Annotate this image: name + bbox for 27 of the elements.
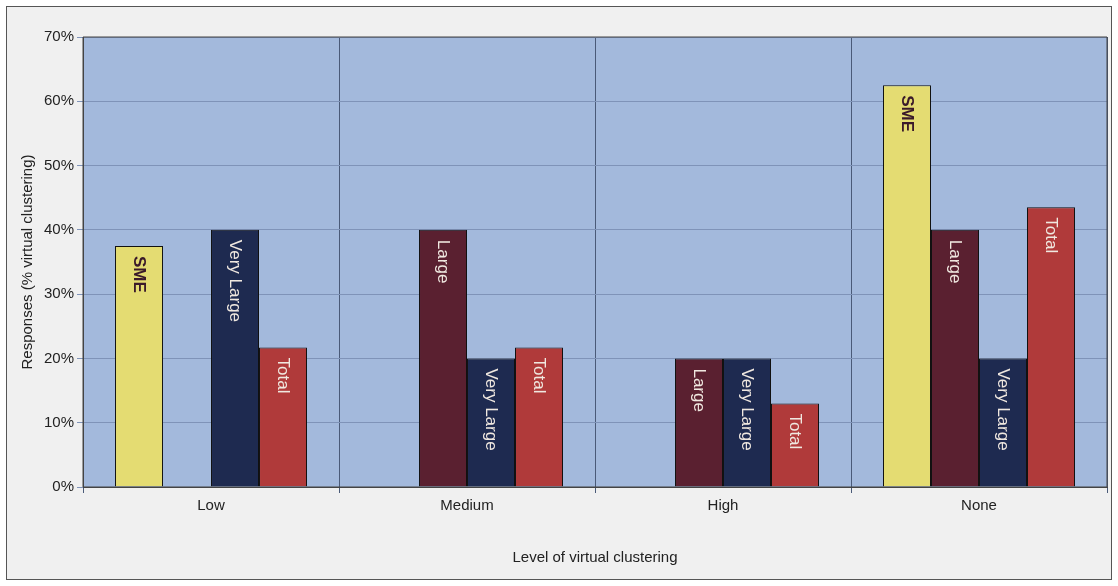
x-tick-label: Medium (440, 496, 494, 514)
x-tick-label: High (707, 496, 739, 514)
y-tick-label: 40% (43, 220, 75, 237)
y-tick-label: 30% (43, 284, 75, 302)
y-tick-label: 20% (43, 348, 75, 366)
x-axis-title: Level of virtual clustering (512, 548, 678, 566)
text: Total (530, 357, 550, 394)
series-label: Total (274, 357, 294, 394)
text: Total (786, 413, 806, 450)
y-tick-label: 0% (52, 477, 75, 495)
series-label: Very Large (226, 239, 246, 323)
text: Very Large (738, 368, 758, 451)
text: Very Large (482, 368, 502, 451)
y-tick-label: 50% (43, 155, 75, 173)
text: Large (946, 239, 966, 284)
series-label: SME (130, 255, 150, 293)
text: Total (1042, 217, 1062, 254)
x-tick-label: Low (197, 496, 225, 514)
y-tick-label: 60% (43, 91, 75, 109)
text: Very Large (994, 368, 1014, 451)
y-axis-title: Responses (% virtual clustering) (18, 154, 36, 370)
y-tick-label: 70% (43, 27, 75, 45)
text: Large (690, 368, 710, 412)
text: SME (898, 95, 918, 133)
series-label: Large (434, 239, 454, 284)
x-tick-label: None (961, 496, 997, 514)
y-tick-label: 10% (43, 412, 75, 430)
